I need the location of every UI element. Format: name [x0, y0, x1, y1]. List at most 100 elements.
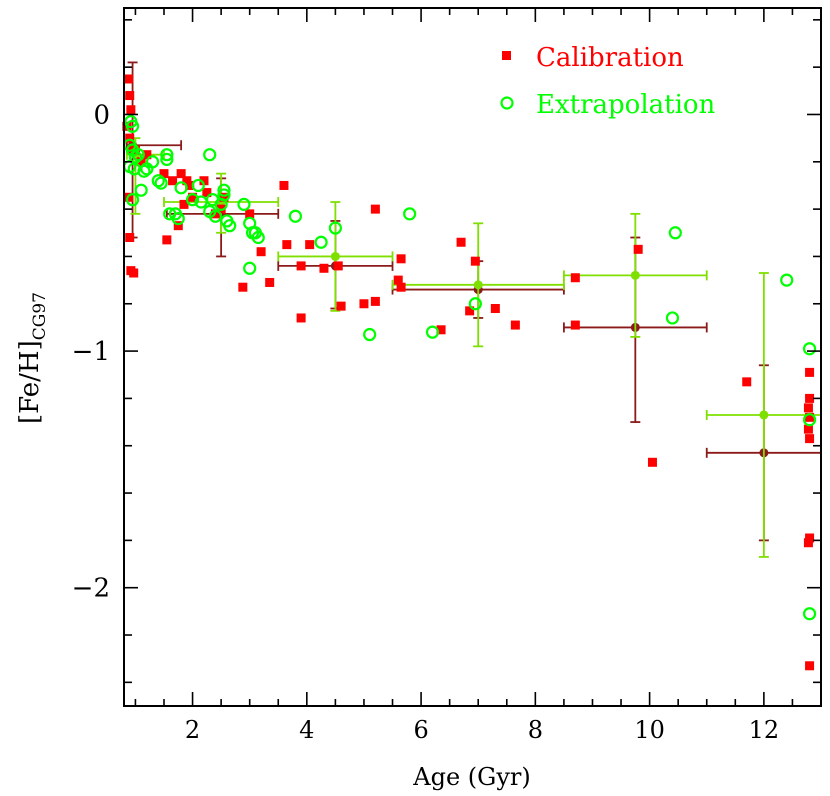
bin-mean — [759, 410, 769, 420]
extrapolation-point — [203, 148, 217, 162]
x-tick-label: 10 — [634, 716, 665, 744]
calibration-point — [803, 403, 813, 413]
extrapolation-point — [425, 325, 440, 339]
calibration-point — [188, 192, 198, 202]
calibration-point — [125, 233, 135, 243]
extrapolation-point — [251, 230, 265, 245]
calibration-point — [125, 91, 135, 101]
calibration-point — [456, 237, 466, 247]
extrapolation-point — [217, 183, 231, 197]
y-tick-label: −1 — [72, 337, 110, 367]
binned-point — [563, 212, 708, 338]
x-tick-label: 6 — [413, 716, 428, 744]
extrapolation-point — [160, 152, 174, 167]
extrapolation-point — [314, 235, 328, 249]
calibration-point — [238, 282, 248, 292]
calibration-point — [159, 169, 169, 179]
legend-calibration-marker — [502, 51, 511, 60]
calibration-point — [370, 296, 380, 306]
y-tick-label: −2 — [72, 574, 110, 604]
calibration-point — [179, 199, 189, 209]
calibration-point — [202, 188, 212, 198]
extrapolation-point — [174, 181, 188, 195]
calibration-point — [282, 240, 292, 250]
x-tick-label: 12 — [749, 716, 780, 744]
calibration-point — [129, 268, 139, 278]
calibration-point — [805, 533, 815, 543]
calibration-point — [182, 176, 192, 186]
plot-frame — [123, 7, 822, 707]
extrapolation-point — [191, 178, 205, 193]
calibration-point — [803, 424, 813, 434]
calibration-point — [805, 412, 815, 422]
calibration-point — [359, 299, 369, 309]
extrapolation-point — [137, 164, 151, 178]
extrapolation-point — [171, 211, 185, 226]
y-axis-label: [Fe/H]CG97 — [15, 292, 50, 424]
svg-text:[Fe/H]CG97: [Fe/H]CG97 — [15, 292, 50, 424]
calibration-point — [296, 261, 306, 271]
extrapolation-point — [802, 342, 817, 356]
x-tick-label: 4 — [299, 716, 314, 744]
y-tick-label: 0 — [93, 100, 110, 130]
plot-area — [122, 61, 822, 671]
axis-ticks — [124, 8, 822, 706]
extrapolation-point — [468, 297, 482, 311]
extrapolation-point — [328, 221, 342, 235]
x-axis-label: Age (Gyr) — [412, 763, 530, 791]
calibration-point — [510, 320, 520, 330]
binned-point — [391, 222, 565, 348]
extrapolation-point — [208, 209, 223, 223]
calibration-point — [319, 263, 329, 273]
extrapolation-point — [185, 193, 200, 207]
calibration-point — [803, 538, 813, 548]
binned-point — [705, 272, 822, 558]
calibration-point — [125, 133, 135, 143]
extrapolation-point — [160, 148, 174, 162]
calibration-point — [256, 247, 266, 257]
extrapolation-point — [217, 188, 231, 202]
extrapolation-point — [403, 207, 417, 221]
calibration-point — [173, 221, 183, 231]
calibration-point — [396, 282, 406, 292]
extrapolation-point — [243, 261, 257, 275]
legend-extrapolation-marker — [500, 96, 514, 110]
calibration-point — [279, 180, 289, 190]
calibration-point — [219, 192, 229, 202]
extrapolation-point — [134, 183, 148, 197]
calibration-point — [142, 150, 152, 160]
extrapolation-point — [125, 193, 140, 207]
extrapolation-point — [151, 174, 165, 188]
extrapolation-point — [131, 148, 145, 162]
x-tick-label: 8 — [528, 716, 543, 744]
extrapolation-point — [668, 226, 682, 240]
calibration-point — [570, 320, 580, 330]
bin-mean — [330, 251, 340, 261]
calibration-point — [136, 157, 146, 167]
extrapolation-point — [288, 209, 302, 223]
calibration-point — [199, 176, 209, 186]
legend-calibration-label: Calibration — [536, 43, 684, 73]
calibration-point — [470, 256, 480, 266]
calibration-point — [805, 434, 815, 444]
extrapolation-point — [154, 176, 168, 190]
calibration-point — [396, 254, 406, 264]
calibration-point — [185, 180, 195, 190]
bin-mean — [630, 270, 640, 280]
y-axis-label-sub: CG97 — [30, 292, 50, 340]
axis-tick-labels: 2 4 6 8 10 12 0 −1 −2 — [72, 100, 779, 744]
calibration-point — [370, 204, 380, 214]
calibration-point — [570, 273, 580, 283]
extrapolation-point — [145, 155, 160, 169]
calibration-point — [126, 105, 136, 115]
bin-mean — [473, 280, 483, 290]
calibration-point — [490, 303, 500, 313]
extrapolation-point — [223, 219, 237, 233]
calibration-point — [124, 74, 134, 84]
calibration-point — [176, 169, 186, 179]
calibration-point — [742, 377, 752, 387]
calibration-point — [647, 457, 657, 467]
y-axis-label-main: [Fe/H] — [15, 340, 45, 424]
extrapolation-point — [802, 607, 817, 621]
